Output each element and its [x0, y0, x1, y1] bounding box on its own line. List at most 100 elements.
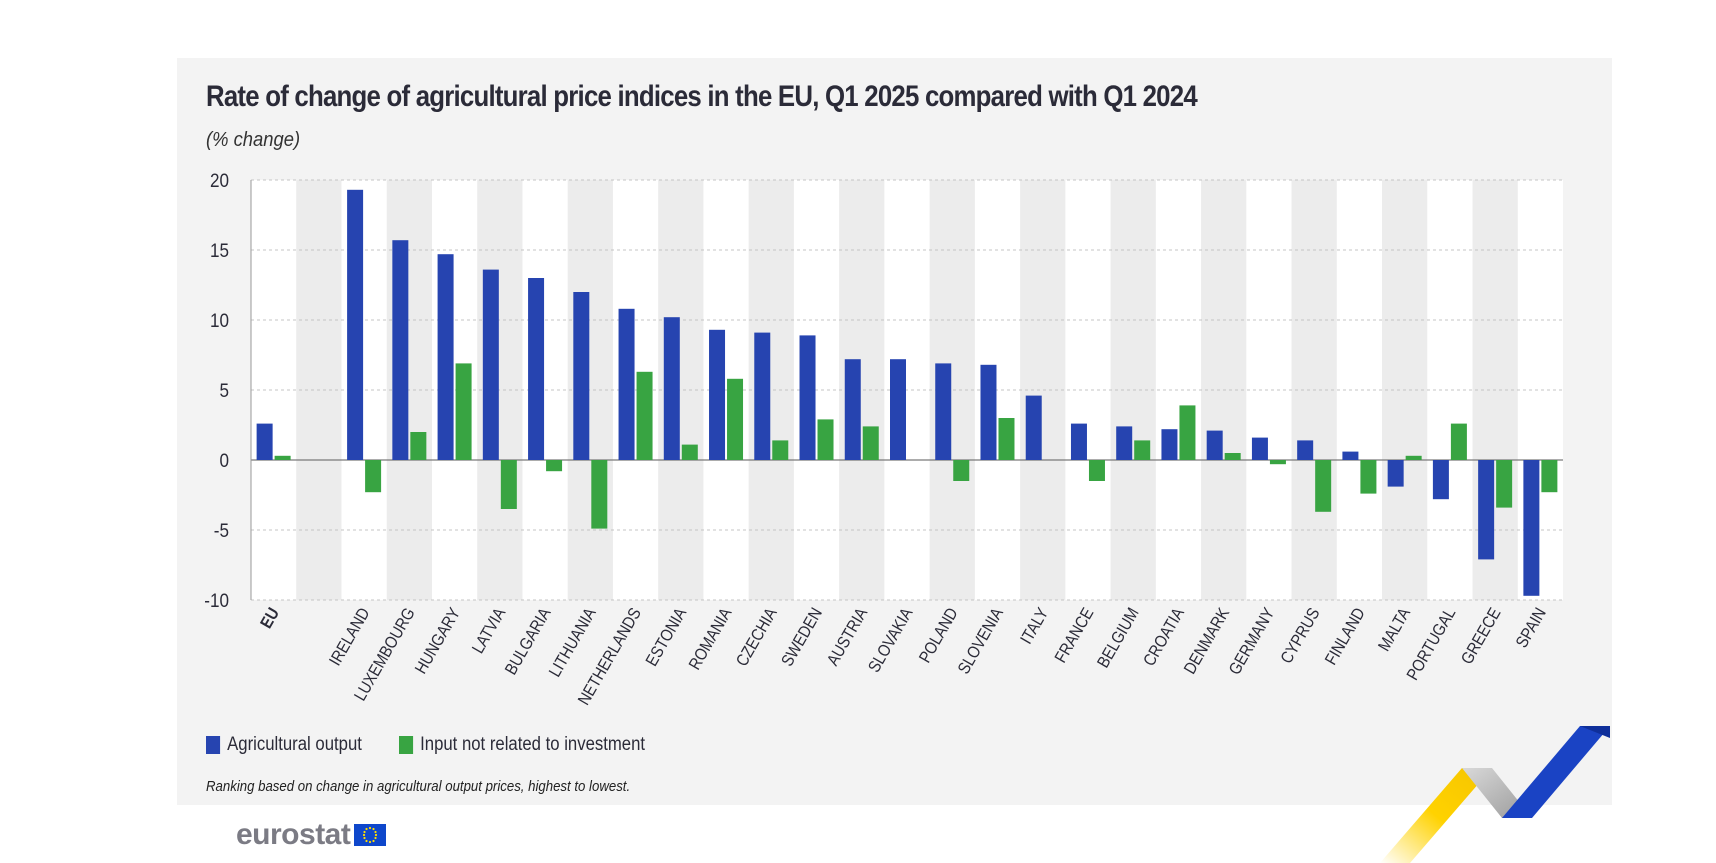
- y-tick-label: 10: [210, 310, 229, 331]
- bar-input-croatia: [1179, 405, 1196, 460]
- bar-input-ireland: [365, 460, 382, 493]
- bar-agricultural-output-slovakia: [890, 359, 906, 460]
- y-axis-tick-labels: 20 15 10 5 0 -5 -10: [204, 170, 229, 611]
- x-tick-label: BULGARIA: [502, 605, 555, 678]
- y-tick-label: 20: [210, 170, 229, 191]
- bar-agricultural-output-latvia: [482, 269, 499, 460]
- bar-agricultural-output-belgium: [1116, 426, 1133, 460]
- bar-input-austria: [862, 426, 879, 460]
- x-tick-label: EU: [257, 605, 283, 632]
- x-tick-label: SPAIN: [1513, 605, 1550, 651]
- logo-text: eurostat: [236, 818, 351, 851]
- bar-agricultural-output-finland: [1342, 451, 1359, 460]
- bar-agricultural-output-ireland: [347, 189, 364, 461]
- y-tick-label: 5: [219, 380, 229, 401]
- bar-input-slovenia: [998, 418, 1015, 460]
- bar-input-romania: [727, 378, 744, 460]
- bar-input-latvia: [500, 460, 517, 509]
- x-tick-label: BELGIUM: [1094, 605, 1143, 671]
- x-tick-label: DENMARK: [1181, 605, 1234, 678]
- bar-input-luxembourg: [410, 432, 427, 460]
- legend-item-input: Input not related to investment: [399, 734, 645, 756]
- x-tick-label: SWEDEN: [778, 605, 826, 670]
- bar-input-czechia: [772, 440, 789, 460]
- bar-input-hungary: [455, 363, 472, 460]
- bar-agricultural-output-netherlands: [618, 308, 635, 460]
- bar-agricultural-output-austria: [844, 359, 861, 460]
- bar-agricultural-output-italy: [1025, 395, 1042, 460]
- bar-input-belgium: [1134, 440, 1151, 460]
- bar-input-greece: [1496, 460, 1513, 508]
- bar-agricultural-output-hungary: [437, 254, 454, 460]
- bar-input-estonia: [681, 444, 698, 460]
- bar-input-lithuania: [591, 460, 608, 529]
- bar-input-spain: [1541, 460, 1558, 493]
- legend-label: Agricultural output: [227, 734, 362, 755]
- chart-subtitle: (% change): [206, 129, 301, 151]
- bar-agricultural-output-portugal: [1432, 460, 1449, 500]
- x-tick-label: MALTA: [1375, 605, 1414, 655]
- x-tick-label: POLAND: [916, 605, 962, 666]
- bar-input-portugal: [1450, 423, 1467, 460]
- bar-agricultural-output-luxembourg: [392, 240, 409, 460]
- bar-agricultural-output-croatia: [1161, 429, 1178, 460]
- x-tick-label: FRANCE: [1052, 605, 1098, 666]
- legend-swatch-blue: [206, 736, 221, 754]
- y-tick-label: -5: [214, 520, 229, 541]
- x-tick-label: ROMANIA: [686, 605, 736, 674]
- x-tick-label: GERMANY: [1226, 605, 1279, 678]
- x-tick-label: ITALY: [1017, 605, 1052, 648]
- legend-swatch-green: [399, 736, 414, 754]
- bar-input-bulgaria: [546, 460, 563, 472]
- legend: Agricultural output Input not related to…: [206, 734, 695, 756]
- bar-input-germany: [1269, 460, 1286, 465]
- x-tick-label: GREECE: [1458, 605, 1505, 668]
- x-tick-label: AUSTRIA: [824, 605, 872, 669]
- eu-flag-icon: [354, 824, 387, 846]
- x-tick-label: ESTONIA: [643, 605, 691, 670]
- bar-agricultural-output-romania: [709, 329, 726, 460]
- x-tick-label: FINLAND: [1322, 605, 1369, 668]
- bar-input-france: [1088, 460, 1105, 481]
- bar-input-poland: [953, 460, 970, 481]
- x-tick-label: CROATIA: [1140, 605, 1188, 670]
- bar-agricultural-output-bulgaria: [528, 278, 545, 460]
- y-tick-label: 15: [210, 240, 229, 261]
- bar-agricultural-output-france: [1070, 423, 1087, 460]
- bar-agricultural-output-denmark: [1206, 430, 1223, 460]
- x-tick-label: SLOVAKIA: [865, 605, 917, 676]
- bar-agricultural-output-spain: [1523, 460, 1540, 596]
- bar-agricultural-output-germany: [1251, 437, 1268, 460]
- bar-input-denmark: [1224, 453, 1241, 460]
- x-tick-label: HUNGARY: [412, 605, 464, 677]
- x-tick-label: CYPRUS: [1278, 605, 1324, 667]
- bar-input-eu: [274, 455, 291, 460]
- bar-agricultural-output-slovenia: [980, 364, 997, 460]
- bar-agricultural-output-poland: [935, 363, 952, 460]
- x-tick-label: CZECHIA: [733, 605, 781, 670]
- bar-input-sweden: [817, 419, 834, 460]
- bar-agricultural-output-malta: [1387, 460, 1404, 487]
- footnote: Ranking based on change in agricultural …: [206, 778, 631, 795]
- bar-input-cyprus: [1315, 460, 1332, 512]
- y-tick-label: 0: [219, 450, 229, 471]
- bar-agricultural-output-czechia: [754, 332, 771, 460]
- bar-agricultural-output-lithuania: [573, 292, 590, 460]
- x-tick-label: LATVIA: [469, 605, 510, 657]
- legend-item-agricultural-output: Agricultural output: [206, 734, 362, 756]
- bar-agricultural-output-cyprus: [1297, 440, 1314, 460]
- bars: [256, 189, 1558, 596]
- bar-agricultural-output-sweden: [799, 335, 816, 460]
- legend-label: Input not related to investment: [420, 734, 646, 755]
- bar-input-netherlands: [636, 371, 653, 460]
- y-tick-label: -10: [204, 590, 229, 611]
- eurostat-logo: eurostat: [236, 818, 387, 852]
- bar-input-finland: [1360, 460, 1377, 494]
- bar-agricultural-output-greece: [1478, 460, 1495, 560]
- x-tick-label: IRELAND: [326, 605, 373, 669]
- bar-input-malta: [1405, 455, 1422, 460]
- x-tick-label: SLOVENIA: [955, 605, 1008, 678]
- bar-agricultural-output-eu: [256, 423, 273, 460]
